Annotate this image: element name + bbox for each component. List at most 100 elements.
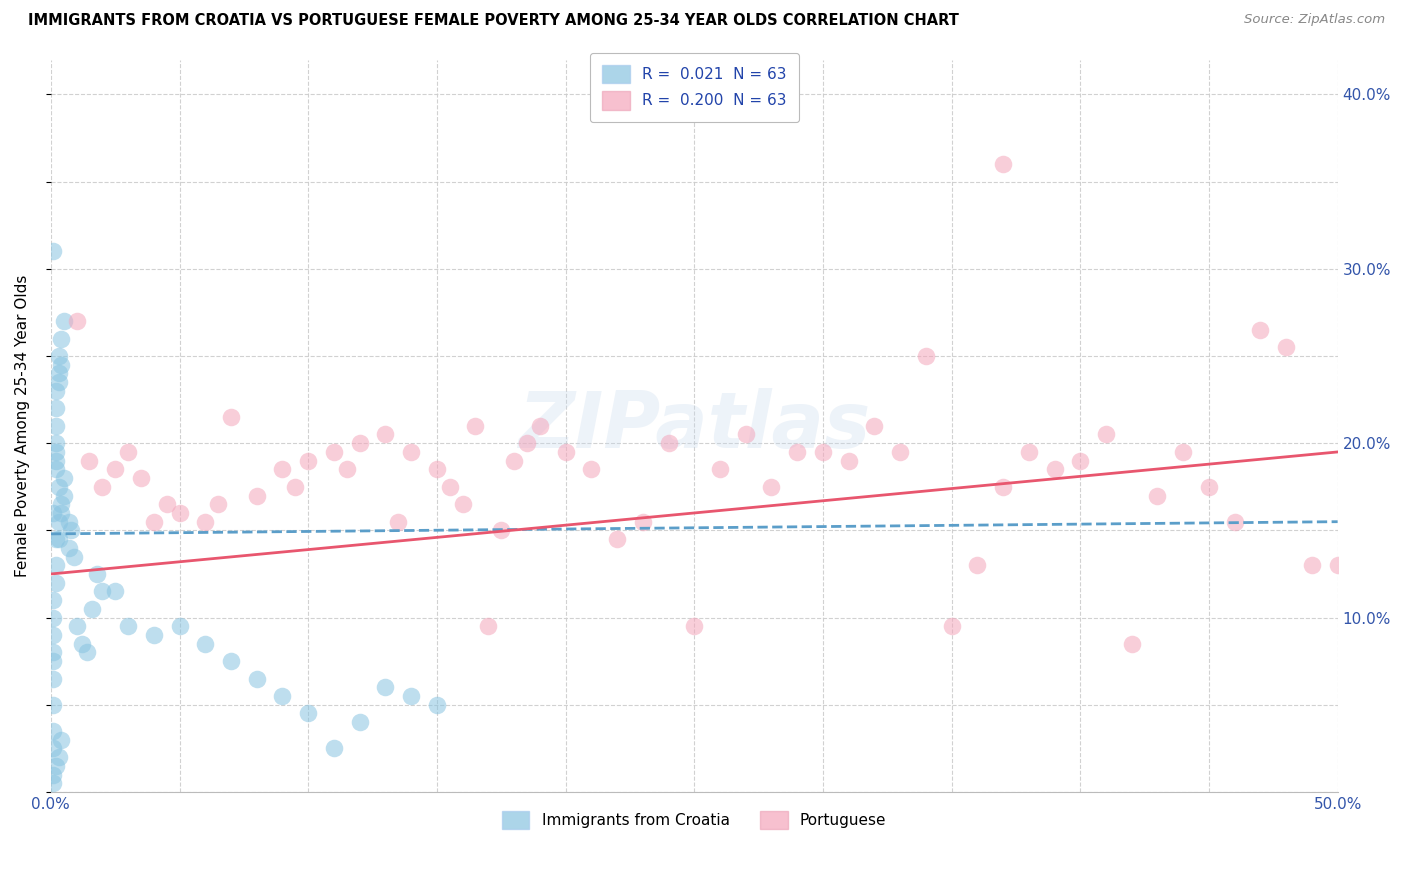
Point: [426, 698, 449, 712]
Point: [606, 532, 628, 546]
Legend: Immigrants from Croatia, Portuguese: Immigrants from Croatia, Portuguese: [496, 805, 893, 836]
Point: [80, 602, 103, 616]
Point: [91, 584, 114, 599]
Point: [42, 672, 65, 686]
Point: [838, 453, 860, 467]
Point: [1301, 558, 1323, 573]
Point: [709, 462, 731, 476]
Point: [42, 645, 65, 659]
Point: [49, 497, 72, 511]
Point: [1069, 453, 1091, 467]
Point: [761, 480, 783, 494]
Point: [1198, 480, 1220, 494]
Point: [104, 462, 127, 476]
Point: [246, 672, 269, 686]
Point: [86, 566, 108, 581]
Point: [42, 776, 65, 790]
Point: [399, 689, 422, 703]
Point: [49, 732, 72, 747]
Point: [1249, 323, 1271, 337]
Point: [516, 436, 538, 450]
Point: [915, 349, 938, 363]
Point: [70, 637, 93, 651]
Text: ZIPatlas: ZIPatlas: [519, 388, 870, 464]
Point: [503, 453, 526, 467]
Point: [489, 524, 512, 538]
Point: [45, 445, 67, 459]
Point: [1173, 445, 1195, 459]
Point: [45, 401, 67, 416]
Point: [45, 462, 67, 476]
Point: [45, 453, 67, 467]
Point: [464, 418, 486, 433]
Point: [142, 515, 165, 529]
Point: [1326, 558, 1348, 573]
Point: [48, 375, 70, 389]
Text: Source: ZipAtlas.com: Source: ZipAtlas.com: [1244, 13, 1385, 27]
Point: [58, 541, 80, 555]
Point: [554, 445, 576, 459]
Point: [63, 549, 86, 564]
Point: [169, 506, 191, 520]
Point: [297, 706, 319, 721]
Point: [48, 532, 70, 546]
Point: [65, 314, 87, 328]
Point: [42, 244, 65, 259]
Point: [631, 515, 654, 529]
Point: [477, 619, 499, 633]
Point: [48, 515, 70, 529]
Point: [156, 497, 179, 511]
Point: [42, 610, 65, 624]
Point: [439, 480, 461, 494]
Point: [42, 767, 65, 781]
Point: [49, 358, 72, 372]
Point: [1275, 340, 1298, 354]
Point: [45, 384, 67, 398]
Point: [48, 750, 70, 764]
Point: [60, 524, 83, 538]
Point: [52, 489, 75, 503]
Point: [76, 645, 98, 659]
Point: [966, 558, 988, 573]
Point: [284, 480, 307, 494]
Point: [991, 157, 1014, 171]
Point: [336, 462, 359, 476]
Point: [48, 367, 70, 381]
Y-axis label: Female Poverty Among 25-34 Year Olds: Female Poverty Among 25-34 Year Olds: [15, 275, 30, 577]
Point: [45, 558, 67, 573]
Point: [1121, 637, 1143, 651]
Point: [52, 471, 75, 485]
Point: [42, 628, 65, 642]
Point: [52, 314, 75, 328]
Point: [451, 497, 474, 511]
Point: [657, 436, 679, 450]
Point: [117, 445, 139, 459]
Point: [48, 349, 70, 363]
Point: [786, 445, 808, 459]
Point: [49, 506, 72, 520]
Point: [1095, 427, 1118, 442]
Point: [45, 532, 67, 546]
Point: [219, 654, 242, 668]
Point: [117, 619, 139, 633]
Point: [529, 418, 551, 433]
Point: [194, 637, 217, 651]
Point: [271, 689, 294, 703]
Point: [323, 445, 346, 459]
Point: [169, 619, 191, 633]
Point: [297, 453, 319, 467]
Point: [426, 462, 449, 476]
Point: [219, 410, 242, 425]
Point: [45, 436, 67, 450]
Point: [42, 654, 65, 668]
Point: [42, 593, 65, 607]
Point: [271, 462, 294, 476]
Point: [65, 619, 87, 633]
Point: [45, 759, 67, 773]
Point: [941, 619, 963, 633]
Point: [889, 445, 911, 459]
Point: [991, 480, 1014, 494]
Point: [58, 515, 80, 529]
Point: [194, 515, 217, 529]
Point: [1146, 489, 1168, 503]
